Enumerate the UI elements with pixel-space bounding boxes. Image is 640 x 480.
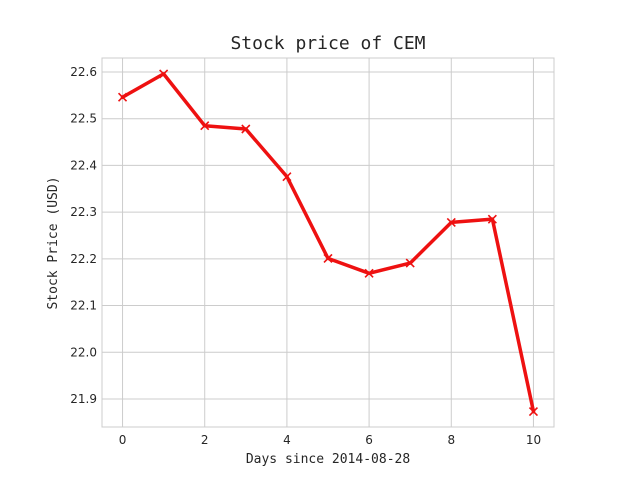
plot-area-frame xyxy=(101,57,555,428)
y-tick-label: 21.9 xyxy=(70,392,97,406)
data-point-marker xyxy=(405,258,415,268)
series-layer xyxy=(117,69,539,417)
y-tick-label: 22.1 xyxy=(70,299,97,313)
x-axis-label: Days since 2014-08-28 xyxy=(246,452,410,467)
x-tick-label: 6 xyxy=(365,433,373,447)
data-point-marker xyxy=(282,172,292,182)
data-point-marker xyxy=(241,124,251,134)
data-point-marker xyxy=(117,92,128,102)
y-axis-label: Stock Price (USD) xyxy=(46,176,61,309)
data-point-marker xyxy=(528,407,539,417)
x-tick-label: 2 xyxy=(201,433,209,447)
y-tick-label: 22.2 xyxy=(70,252,97,266)
y-tick-labels: 21.9 22.0 22.1 22.2 22.3 22.4 22.5 22.6 xyxy=(70,65,97,406)
x-tick-labels: 0 2 4 6 8 10 xyxy=(119,433,541,447)
x-tick-label: 10 xyxy=(526,433,541,447)
y-tick-label: 22.4 xyxy=(70,158,97,172)
y-tick-label: 22.5 xyxy=(70,112,97,126)
y-tick-label: 22.3 xyxy=(70,205,97,219)
data-point-marker xyxy=(159,69,169,79)
chart-title: Stock price of CEM xyxy=(230,33,425,54)
data-point-marker xyxy=(200,121,210,131)
x-gridlines xyxy=(122,58,534,427)
x-tick-label: 4 xyxy=(283,433,291,447)
x-tick-label: 8 xyxy=(447,433,455,447)
data-point-marker xyxy=(487,214,497,224)
data-point-marker xyxy=(323,253,333,263)
y-tick-label: 22.6 xyxy=(70,65,97,79)
data-point-marker xyxy=(364,268,374,278)
y-tick-label: 22.0 xyxy=(70,345,97,359)
data-point-marker xyxy=(446,217,456,227)
x-tick-label: 0 xyxy=(119,433,127,447)
